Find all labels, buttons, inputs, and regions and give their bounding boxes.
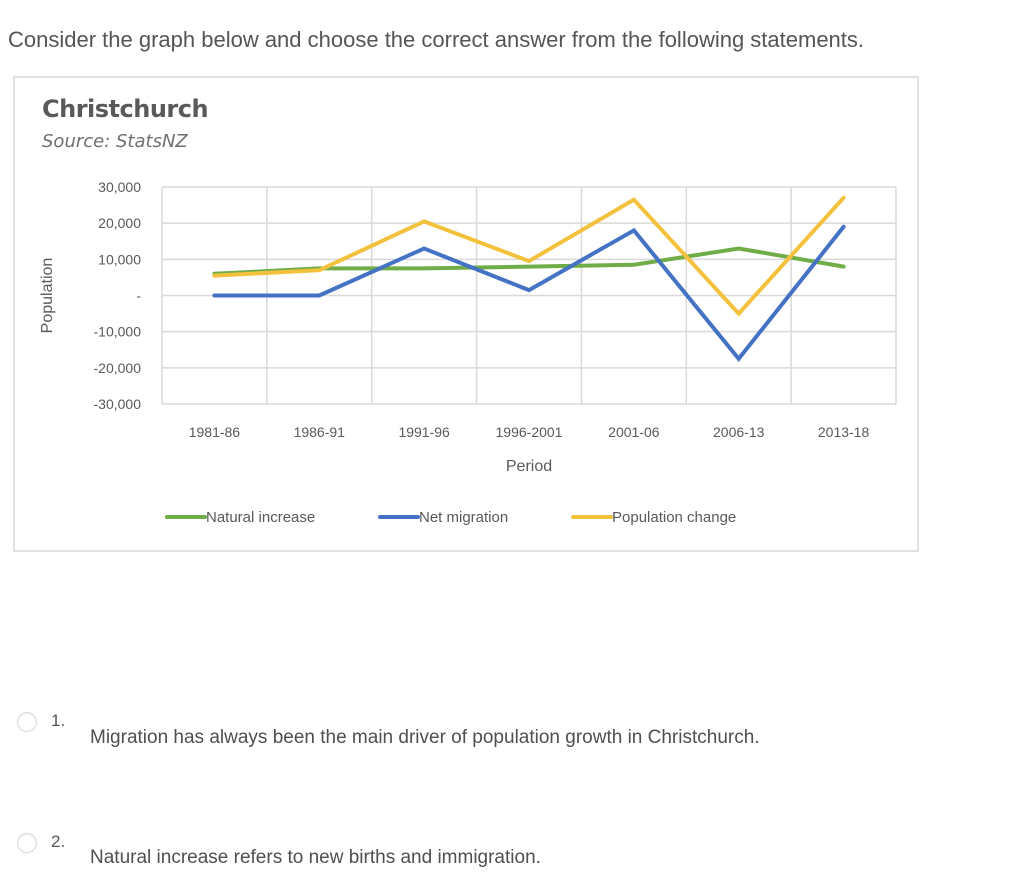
y-tick-label: 10,000 — [98, 251, 141, 267]
x-tick-label: 1991-96 — [398, 424, 450, 440]
x-tick-label: 2001-06 — [608, 424, 660, 440]
answer-option-1[interactable]: 1. Migration has always been the main dr… — [0, 706, 1024, 766]
x-axis-title: Period — [506, 458, 552, 475]
y-tick-label: -10,000 — [94, 324, 142, 340]
option-number: 1. — [51, 711, 66, 730]
x-tick-label: 1986-91 — [294, 424, 346, 440]
answer-option-2[interactable]: 2. Natural increase refers to new births… — [0, 828, 1024, 888]
x-tick-label: 1996-2001 — [496, 424, 563, 440]
option-text: Natural increase refers to new births an… — [90, 847, 541, 868]
y-tick-label: -20,000 — [94, 360, 142, 376]
option-number: 2. — [51, 832, 66, 851]
x-tick-label: 1981-86 — [189, 424, 241, 440]
chart-title: Christchurch — [42, 95, 209, 123]
x-tick-label: 2006-13 — [713, 424, 765, 440]
option-text: Migration has always been the main drive… — [90, 727, 760, 748]
y-tick-label: 20,000 — [98, 215, 141, 231]
series-line-net-migration — [212, 224, 846, 362]
legend-label: Natural increase — [206, 509, 315, 526]
x-tick-label: 2013-18 — [818, 424, 870, 440]
chart-subtitle: Source: StatsNZ — [42, 131, 188, 152]
question-prompt: Consider the graph below and choose the … — [8, 27, 865, 52]
line-chart: 30,000 20,000 10,000 - -10,000 -20,000 -30,000… — [39, 179, 897, 526]
legend-label: Population change — [612, 509, 736, 526]
y-axis-title: Population — [39, 258, 56, 334]
legend-label: Net migration — [419, 509, 508, 526]
y-tick-label: 30,000 — [98, 179, 141, 195]
radio-button-1[interactable] — [17, 712, 37, 732]
y-tick-label: - — [136, 288, 141, 304]
radio-button-2[interactable] — [17, 833, 37, 853]
chart-container: Christchurch Source: StatsNZ 30,000 20,00… — [13, 76, 919, 552]
y-tick-label: -30,000 — [94, 396, 142, 412]
